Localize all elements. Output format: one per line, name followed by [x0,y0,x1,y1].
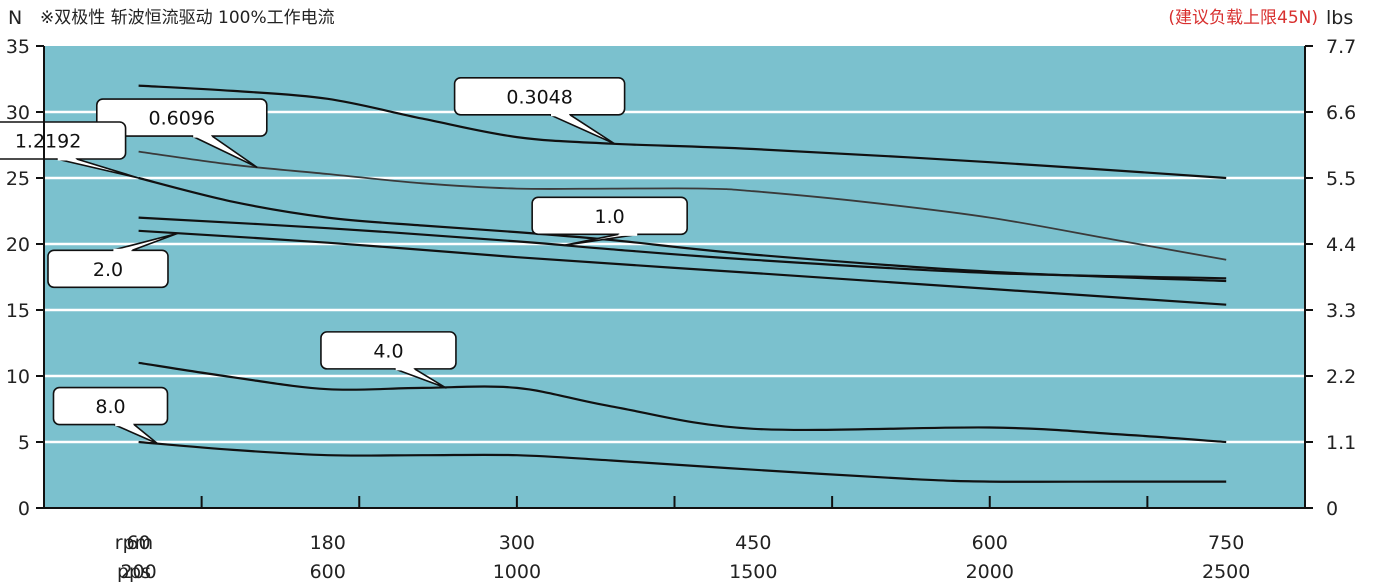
gridlines [44,110,1305,444]
callout-pointer [563,233,639,247]
x-tick-label-pps: 2000 [966,561,1014,583]
right-unit-label: lbs [1326,7,1353,29]
y-tick-label: 10 [6,366,30,388]
x-tick-label-pps: 1500 [729,561,777,583]
series-line-0-6096 [138,150,1227,261]
callout-label: 1.0 [595,206,625,228]
x-tick-label-pps: 2500 [1202,561,1250,583]
callout-box [531,196,688,236]
left-unit-label: N [8,7,22,29]
callout-box [95,98,268,137]
series-line-0-3048 [138,84,1227,180]
axes: 0 0 5 1.1 10 2.2 15 3.3 20 4.4 25 5.5 30 6.6 35 7.7 rpm p… [6,36,1356,583]
y-tick-label: 30 [6,102,30,124]
y-tick-label: 5 [18,432,30,454]
x-tick-label-rpm: 600 [972,532,1008,554]
x-tick-label-rpm: 450 [735,532,771,554]
y2-tick-label: 6.6 [1326,102,1356,124]
x-row-label-pps: pps [117,561,151,583]
y2-tick-label: 4.4 [1326,234,1356,256]
callout-label: 1.2192 [15,131,81,153]
callout-0-3048: 0.3048 [453,76,626,145]
y-tick-label: 35 [6,36,30,58]
callout-box [0,121,127,160]
y-tick-label: 20 [6,234,30,256]
x-row-label-rpm: rpm [115,532,153,554]
callout-pointer [191,135,258,168]
x-tick-label-rpm: 300 [499,532,535,554]
y-tick-label: 15 [6,300,30,322]
y2-tick-label: 5.5 [1326,168,1356,190]
y2-tick-label: 1.1 [1326,432,1356,454]
series-line-4-0 [138,361,1227,444]
y2-tick-label: 0 [1326,498,1338,520]
callout-0-6096: 0.6096 [95,98,268,168]
series-line-2-0 [138,229,1227,306]
callout-pointer [394,368,447,389]
callout-8-0: 8.0 [52,386,169,445]
callout-pointer [112,232,179,252]
curves [138,84,1227,483]
callout-1-2192: 1.2192 [0,121,140,179]
series-line-8-0 [138,440,1227,483]
y-tick-label: 25 [6,168,30,190]
x-tick-label-pps: 1000 [493,561,541,583]
x-tick-label-pps: 600 [310,561,346,583]
callouts: 0.3048 0.6096 1.2192 1.0 2.0 4.0 8.0 [0,76,688,445]
callout-label: 4.0 [373,340,403,362]
y-tick-label: 0 [18,498,30,520]
y2-tick-label: 2.2 [1326,366,1356,388]
y2-tick-label: 3.3 [1326,300,1356,322]
callout-label: 8.0 [95,396,125,418]
callout-4-0: 4.0 [320,331,457,389]
chart-note: ※双极性 斩波恒流驱动 100%工作电流 [40,8,335,28]
x-tick-label-rpm: 180 [310,532,346,554]
recommended-load-note: (建议负载上限45N) [1168,8,1318,28]
callout-pointer [549,114,616,145]
callout-box [453,76,626,116]
callout-box [320,331,457,370]
x-tick-label-rpm: 60 [126,532,150,554]
callout-box [47,249,169,289]
callout-label: 2.0 [93,259,123,281]
y2-tick-label: 7.7 [1326,36,1356,58]
callout-pointer [56,158,140,179]
series-line-1-0 [138,216,1227,280]
callout-1-0: 1.0 [531,196,688,247]
series-line-1-2192 [138,176,1227,283]
callout-label: 0.3048 [506,86,572,108]
callout-pointer [113,423,159,445]
x-tick-label-pps: 200 [120,561,156,583]
callout-label: 0.6096 [149,108,215,130]
callout-2-0: 2.0 [47,232,179,289]
x-tick-label-rpm: 750 [1208,532,1244,554]
callout-box [52,386,169,426]
